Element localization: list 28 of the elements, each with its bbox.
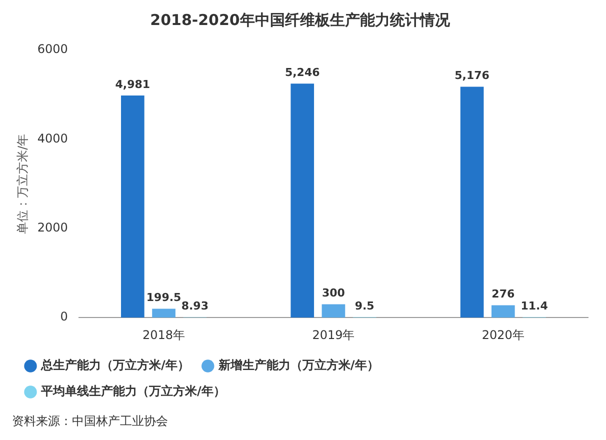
y-axis-title: 单位：万立方米/年	[15, 134, 30, 234]
data-label: 11.4	[520, 299, 548, 312]
bar	[152, 308, 176, 318]
data-label: 199.5	[146, 291, 182, 304]
x-tick-label: 2020年	[482, 328, 524, 342]
y-tick-label: 4000	[37, 131, 68, 146]
bar	[322, 304, 346, 318]
bar	[290, 84, 314, 318]
data-label: 5,176	[454, 69, 490, 82]
data-label: 4,981	[115, 78, 150, 91]
chart-title: 2018-2020年中国纤维板生产能力统计情况	[150, 10, 451, 29]
legend-label: 总生产能力（万立方米/年）	[40, 358, 190, 372]
y-tick-label: 6000	[37, 42, 68, 56]
y-tick-label: 2000	[37, 220, 68, 235]
data-label: 300	[322, 286, 346, 300]
bar	[121, 95, 144, 318]
text: 资料来源：中国林产工业协会	[12, 414, 168, 428]
data-label: 5,246	[284, 66, 320, 79]
data-label: 9.5	[354, 300, 374, 313]
legend-label: 新增生产能力（万立方米/年）	[217, 358, 379, 372]
bar	[460, 86, 484, 318]
data-label: 8.93	[181, 300, 208, 313]
data-label: 276	[492, 288, 515, 301]
bar	[491, 305, 515, 318]
legend-label: 平均单线生产能力（万立方米/年）	[40, 384, 226, 398]
x-tick-label: 2018年	[142, 328, 186, 342]
y-tick-label: 0	[60, 310, 68, 324]
x-tick-label: 2019年	[312, 328, 355, 342]
